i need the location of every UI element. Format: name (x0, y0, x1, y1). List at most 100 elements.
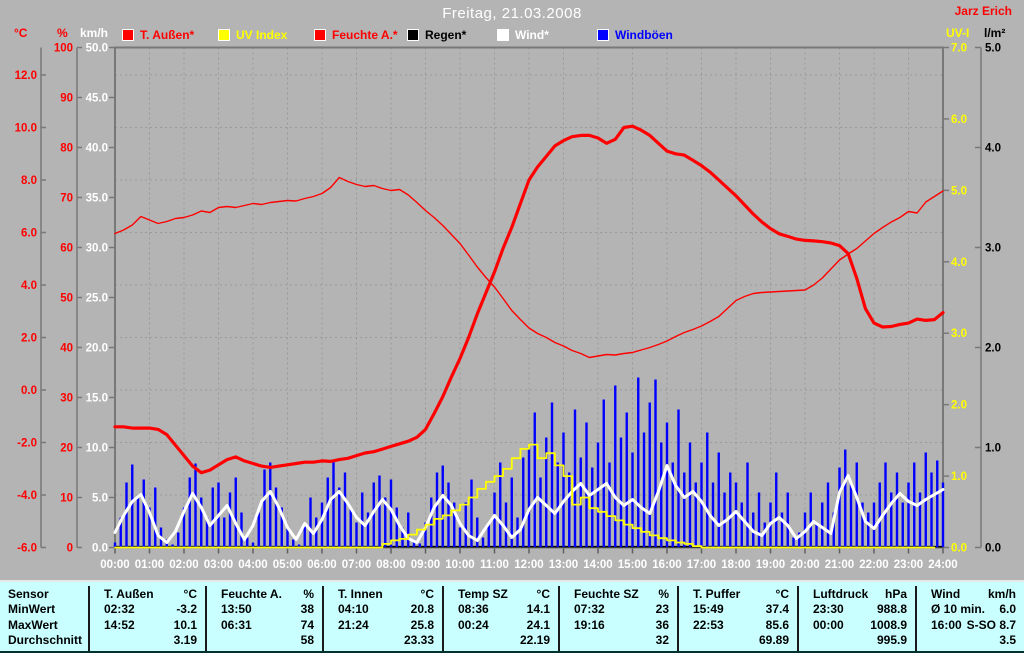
x-axis-label: 08:00 (376, 559, 405, 571)
date-title: Freitag, 21.03.2008 (442, 5, 582, 22)
table-maxwert: 19:16 36 (560, 617, 677, 633)
table-minwert-value: 988.8 (876, 602, 907, 617)
x-axis-label: 02:00 (169, 559, 198, 571)
table-minwert-value: 23 (655, 602, 669, 617)
axis-tick-label-temp_c: -6.0 (17, 543, 37, 555)
axis-unit-wind: km/h (80, 26, 109, 40)
table-maxwert-value: 10.1 (173, 617, 197, 632)
legend-item: Feuchte A.* (314, 28, 398, 42)
table-durchschnitt-value: 23.33 (403, 633, 434, 648)
table-header-value: °C (420, 586, 434, 601)
table-maxwert-value: 74 (300, 617, 314, 632)
table-minwert: Ø 10 min. 6.0 (917, 602, 1024, 618)
axis-unit-uv: UV-I (946, 26, 970, 40)
table-header-value: km/h (987, 586, 1016, 601)
legend-swatch-icon (218, 29, 230, 41)
table-row-label-time: MinWert (8, 602, 56, 617)
legend-swatch-icon (314, 29, 326, 41)
table-column-wind: Wind km/h Ø 10 min. 6.0 16:00 S-SO 8.7 3.5 (915, 586, 1024, 651)
table-minwert-value: -3.2 (176, 602, 197, 617)
legend-item: Windböen (597, 28, 673, 42)
table-header-value: % (658, 586, 669, 601)
table-minwert-value: 38 (300, 602, 314, 617)
legend-swatch-icon (122, 29, 134, 41)
table-maxwert-value: 36 (655, 617, 669, 632)
legend-label: Feuchte A.* (332, 28, 398, 42)
table-row-label-time: Sensor (8, 586, 49, 601)
table-maxwert: 16:00 S-SO 8.7 (917, 617, 1024, 633)
table-row-label: Sensor (0, 586, 88, 602)
axis-tick-label-uv_index: 4.0 (951, 257, 967, 269)
table-durchschnitt: 23.33 (324, 633, 442, 649)
table-maxwert: 06:31 74 (207, 617, 322, 633)
x-axis-label: 24:00 (928, 559, 957, 571)
x-axis-label: 13:00 (549, 559, 578, 571)
table-header: Wind km/h (917, 586, 1024, 602)
axis-tick-label-humidity_pct: 70 (60, 193, 73, 205)
table-durchschnitt: 3.19 (90, 633, 205, 649)
table-header-time: Feuchte SZ (574, 586, 639, 601)
table-row-label: Durchschnitt (0, 633, 88, 649)
table-header: Luftdruck hPa (799, 586, 915, 602)
table-maxwert-time: 22:53 (693, 617, 724, 632)
axis-tick-label-wind_kmh: 0.0 (92, 543, 108, 555)
axis-tick-label-rain_lm2: 2.0 (985, 343, 1001, 355)
table-minwert-time: 02:32 (104, 602, 135, 617)
legend-label: T. Außen* (140, 28, 195, 42)
axis-tick-label-wind_kmh: 25.0 (86, 293, 108, 305)
table-row-labels: Sensor MinWert MaxWert Durchschnitt (0, 586, 88, 651)
table-durchschnitt-value: 69.89 (758, 633, 789, 648)
table-header-time: T. Puffer (693, 586, 741, 601)
axis-tick-label-humidity_pct: 30 (60, 393, 73, 405)
table-header-time: Wind (931, 586, 961, 601)
x-axis-label: 00:00 (100, 559, 129, 571)
x-axis-label: 10:00 (445, 559, 474, 571)
axis-tick-label-wind_kmh: 5.0 (92, 493, 108, 505)
table-column-t-puffer: T. Puffer °C 15:49 37.4 22:53 85.6 69.89 (677, 586, 797, 651)
legend-swatch-icon (407, 29, 419, 41)
table-minwert: 15:49 37.4 (679, 602, 797, 618)
axis-tick-label-humidity_pct: 20 (60, 443, 73, 455)
table-minwert-time: Ø 10 min. (931, 602, 986, 617)
axis-tick-label-temp_c: 0.0 (21, 385, 37, 397)
table-durchschnitt-value: 58 (300, 633, 314, 648)
table-durchschnitt: 32 (560, 633, 677, 649)
legend-swatch-icon (497, 29, 509, 41)
axis-tick-label-uv_index: 6.0 (951, 114, 967, 126)
x-axis-label: 15:00 (618, 559, 647, 571)
table-header-time: T. Außen (104, 586, 154, 601)
axis-tick-label-temp_c: -2.0 (17, 438, 37, 450)
table-minwert-value: 20.8 (410, 602, 434, 617)
table-maxwert-time: 00:00 (813, 617, 844, 632)
table-header-time: Temp SZ (458, 586, 508, 601)
x-axis-label: 22:00 (859, 559, 888, 571)
axis-tick-label-temp_c: 2.0 (21, 333, 37, 345)
x-axis-label: 14:00 (583, 559, 612, 571)
table-column-feuchte-a-: Feuchte A.% 13:50 38 06:31 74 58 (205, 586, 322, 651)
table-row-label-time: Durchschnitt (8, 633, 83, 648)
table-header: Temp SZ °C (444, 586, 558, 602)
axis-tick-label-humidity_pct: 50 (60, 293, 73, 305)
axis-tick-label-humidity_pct: 90 (60, 93, 73, 105)
table-maxwert-time: 06:31 (221, 617, 252, 632)
table-header: T. Außen °C (90, 586, 205, 602)
axis-tick-label-temp_c: 6.0 (21, 228, 37, 240)
table-maxwert-time: 14:52 (104, 617, 135, 632)
table-header-value: °C (536, 586, 550, 601)
axis-unit-humidity: % (57, 26, 68, 40)
table-column-temp-sz: Temp SZ °C 08:36 14.1 00:24 24.1 22.19 (442, 586, 558, 651)
table-minwert-time: 08:36 (458, 602, 489, 617)
x-axis-label: 17:00 (687, 559, 716, 571)
table-maxwert-value: S-SO 8.7 (966, 617, 1016, 632)
axis-tick-label-wind_kmh: 45.0 (86, 93, 108, 105)
table-durchschnitt-value: 995.9 (876, 633, 907, 648)
table-header-value: °C (775, 586, 789, 601)
legend-item: T. Außen* (122, 28, 194, 42)
x-axis-label: 19:00 (756, 559, 785, 571)
stats-table: Sensor MinWert MaxWert Durchschnitt T. Außen… (0, 580, 1024, 653)
axis-tick-label-uv_index: 3.0 (951, 328, 967, 340)
table-header-value: % (303, 586, 314, 601)
axis-tick-label-wind_kmh: 15.0 (86, 393, 108, 405)
table-minwert: 04:10 20.8 (324, 602, 442, 618)
table-durchschnitt-value: 3.19 (173, 633, 197, 648)
